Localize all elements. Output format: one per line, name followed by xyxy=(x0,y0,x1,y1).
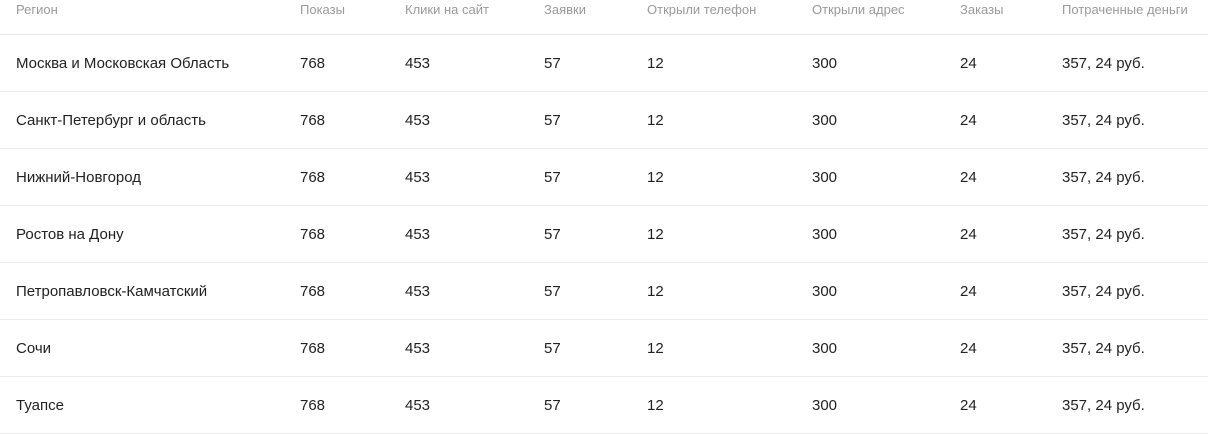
column-header-impressions[interactable]: Показы xyxy=(300,2,345,17)
cell-region: Москва и Московская Область xyxy=(16,55,230,72)
cell-region: Нижний-Новгород xyxy=(16,169,142,186)
cell-site-clicks: 453 xyxy=(405,397,431,414)
cell-site-clicks: 453 xyxy=(405,283,431,300)
cell-requests: 57 xyxy=(544,55,561,72)
cell-address-opened: 300 xyxy=(812,397,838,414)
cell-site-clicks: 453 xyxy=(405,55,431,72)
table-row: Петропавловск-Камчатский 768 453 57 12 3… xyxy=(0,263,1208,320)
cell-site-clicks: 453 xyxy=(405,169,431,186)
table-row: Санкт-Петербург и область 768 453 57 12 … xyxy=(0,92,1208,149)
cell-money-spent: 357, 24 руб. xyxy=(1062,112,1145,129)
column-header-site-clicks[interactable]: Клики на сайт xyxy=(405,2,489,17)
cell-money-spent: 357, 24 руб. xyxy=(1062,340,1145,357)
cell-region: Санкт-Петербург и область xyxy=(16,112,206,129)
cell-region: Туапсе xyxy=(16,397,64,414)
cell-orders: 24 xyxy=(960,169,977,186)
cell-requests: 57 xyxy=(544,340,561,357)
cell-phone-opened: 12 xyxy=(647,55,664,72)
cell-region: Ростов на Дону xyxy=(16,226,124,243)
cell-impressions: 768 xyxy=(300,55,326,72)
cell-impressions: 768 xyxy=(300,112,326,129)
cell-phone-opened: 12 xyxy=(647,397,664,414)
cell-address-opened: 300 xyxy=(812,55,838,72)
cell-money-spent: 357, 24 руб. xyxy=(1062,283,1145,300)
column-header-phone-opened[interactable]: Открыли телефон xyxy=(647,2,757,17)
cell-money-spent: 357, 24 руб. xyxy=(1062,397,1145,414)
table-row: Сочи 768 453 57 12 300 24 357, 24 руб. xyxy=(0,320,1208,377)
cell-requests: 57 xyxy=(544,169,561,186)
cell-requests: 57 xyxy=(544,226,561,243)
cell-orders: 24 xyxy=(960,226,977,243)
cell-phone-opened: 12 xyxy=(647,169,664,186)
cell-region: Петропавловск-Камчатский xyxy=(16,283,208,300)
cell-address-opened: 300 xyxy=(812,169,838,186)
cell-impressions: 768 xyxy=(300,169,326,186)
cell-requests: 57 xyxy=(544,283,561,300)
cell-site-clicks: 453 xyxy=(405,112,431,129)
column-header-requests[interactable]: Заявки xyxy=(544,2,586,17)
cell-money-spent: 357, 24 руб. xyxy=(1062,226,1145,243)
cell-impressions: 768 xyxy=(300,283,326,300)
cell-orders: 24 xyxy=(960,283,977,300)
cell-site-clicks: 453 xyxy=(405,340,431,357)
cell-region: Сочи xyxy=(16,340,52,357)
cell-phone-opened: 12 xyxy=(647,112,664,129)
table-header: Регион Показы Клики на сайт Заявки Откры… xyxy=(0,0,1208,35)
cell-address-opened: 300 xyxy=(812,340,838,357)
cell-phone-opened: 12 xyxy=(647,283,664,300)
column-header-region[interactable]: Регион xyxy=(16,2,58,17)
column-header-address-opened[interactable]: Открыли адрес xyxy=(812,2,905,17)
cell-impressions: 768 xyxy=(300,226,326,243)
cell-site-clicks: 453 xyxy=(405,226,431,243)
cell-requests: 57 xyxy=(544,112,561,129)
table-row: Нижний-Новгород 768 453 57 12 300 24 357… xyxy=(0,149,1208,206)
table-row: Ростов на Дону 768 453 57 12 300 24 357,… xyxy=(0,206,1208,263)
cell-money-spent: 357, 24 руб. xyxy=(1062,55,1145,72)
cell-orders: 24 xyxy=(960,397,977,414)
cell-address-opened: 300 xyxy=(812,226,838,243)
cell-orders: 24 xyxy=(960,112,977,129)
cell-address-opened: 300 xyxy=(812,283,838,300)
cell-address-opened: 300 xyxy=(812,112,838,129)
cell-requests: 57 xyxy=(544,397,561,414)
cell-impressions: 768 xyxy=(300,340,326,357)
cell-orders: 24 xyxy=(960,55,977,72)
cell-phone-opened: 12 xyxy=(647,340,664,357)
table-row: Туапсе 768 453 57 12 300 24 357, 24 руб. xyxy=(0,377,1208,434)
column-header-orders[interactable]: Заказы xyxy=(960,2,1004,17)
cell-impressions: 768 xyxy=(300,397,326,414)
cell-orders: 24 xyxy=(960,340,977,357)
cell-phone-opened: 12 xyxy=(647,226,664,243)
column-header-money-spent[interactable]: Потраченные деньги xyxy=(1062,2,1188,17)
table-row: Москва и Московская Область 768 453 57 1… xyxy=(0,35,1208,92)
cell-money-spent: 357, 24 руб. xyxy=(1062,169,1145,186)
